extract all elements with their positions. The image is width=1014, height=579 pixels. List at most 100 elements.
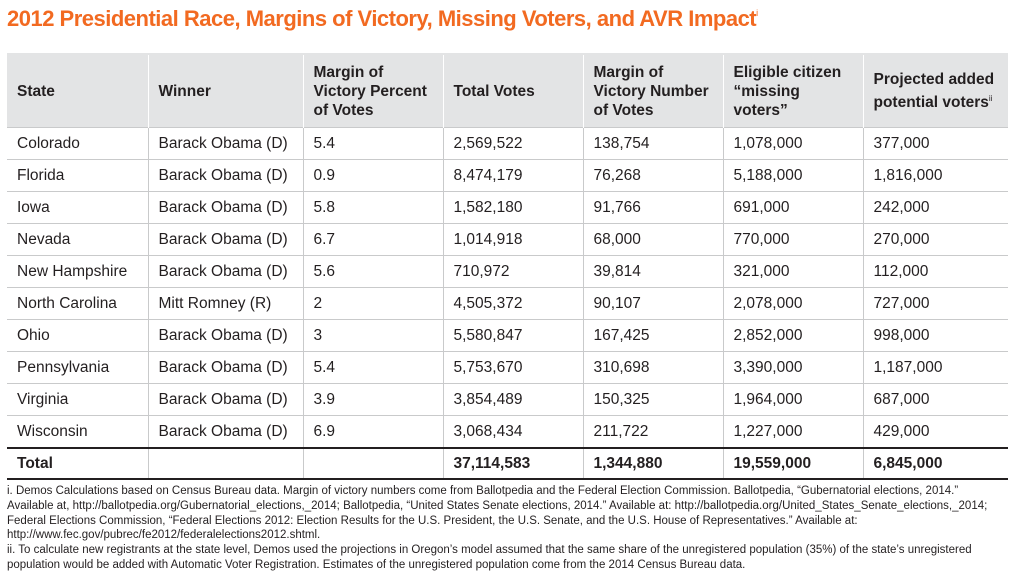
cell-missing-voters: 691,000 [722,191,863,224]
footnotes: i. Demos Calculations based on Census Bu… [7,484,1007,573]
cell-margin-percent: 3.9 [302,383,443,416]
table-row: Pennsylvania Barack Obama (D) 5.4 5,753,670… [7,351,1008,384]
cell-total-votes: 1,014,918 [442,223,583,256]
column-header-projected-voters: Projected added potential votersii [862,53,1008,128]
column-header-margin-number: Margin of Victory Number of Votes [582,53,723,128]
cell-winner: Mitt Romney (R) [147,287,303,320]
cell-total-votes: 5,753,670 [442,351,583,384]
header-row: State Winner Margin of Victory Percent of … [7,53,1008,128]
table-row: Nevada Barack Obama (D) 6.7 1,014,918 68,000… [7,223,1008,256]
column-header-label: State [17,82,55,100]
cell-state: Iowa [7,191,148,224]
column-header-total-votes: Total Votes [442,53,583,128]
column-header-label: Projected added potential voters [873,70,995,112]
cell-margin-number: 90,107 [582,287,723,320]
cell-margin-percent: 6.7 [302,223,443,256]
cell-margin-percent: 0.9 [302,159,443,192]
cell-state: Pennsylvania [7,351,148,384]
column-header-label: Winner [158,82,211,100]
cell-total-votes: 710,972 [442,255,583,288]
cell-winner: Barack Obama (D) [147,351,303,384]
cell-margin-number: 68,000 [582,223,723,256]
cell-projected-voters: 727,000 [862,287,1008,320]
total-row: Total 37,114,583 1,344,880 19,559,000 6,845,… [7,447,1008,480]
cell-projected-voters: 1,187,000 [862,351,1008,384]
cell-state: Wisconsin [7,415,148,449]
cell-projected-voters: 112,000 [862,255,1008,288]
cell-winner: Barack Obama (D) [147,319,303,352]
column-header-missing-voters: Eligible citizen “missing voters” [722,53,863,128]
cell-state: Nevada [7,223,148,256]
cell-margin-percent: 5.4 [302,351,443,384]
total-cell-missing-voters: 19,559,000 [722,447,863,480]
cell-margin-percent: 2 [302,287,443,320]
column-header-label: Margin of Victory Number of Votes [593,63,709,119]
cell-state: New Hampshire [7,255,148,288]
cell-total-votes: 4,505,372 [442,287,583,320]
cell-missing-voters: 3,390,000 [722,351,863,384]
table-row: New Hampshire Barack Obama (D) 5.6 710,972 3… [7,255,1008,288]
cell-total-votes: 1,582,180 [442,191,583,224]
cell-state: Florida [7,159,148,192]
cell-projected-voters: 429,000 [862,415,1008,449]
table-row: Florida Barack Obama (D) 0.9 8,474,179 76,26… [7,159,1008,192]
cell-margin-number: 167,425 [582,319,723,352]
table-row: Wisconsin Barack Obama (D) 6.9 3,068,434 211… [7,415,1008,449]
cell-winner: Barack Obama (D) [147,159,303,192]
cell-state: Ohio [7,319,148,352]
total-cell-total-votes: 37,114,583 [442,447,583,480]
cell-margin-percent: 5.6 [302,255,443,288]
cell-margin-number: 150,325 [582,383,723,416]
title-footnote-marker: i [756,8,758,18]
cell-missing-voters: 1,227,000 [722,415,863,449]
cell-missing-voters: 1,078,000 [722,127,863,160]
total-cell-projected-voters: 6,845,000 [862,447,1008,480]
footnote-marker: ii [988,93,993,103]
cell-winner: Barack Obama (D) [147,383,303,416]
results-table: State Winner Margin of Victory Percent of … [7,53,1008,480]
cell-margin-number: 211,722 [582,415,723,449]
cell-missing-voters: 770,000 [722,223,863,256]
cell-missing-voters: 1,964,000 [722,383,863,416]
cell-total-votes: 3,068,434 [442,415,583,449]
cell-projected-voters: 270,000 [862,223,1008,256]
footnote-ii: ii. To calculate new registrants at the … [7,544,972,571]
cell-winner: Barack Obama (D) [147,127,303,160]
total-cell-margin-number: 1,344,880 [582,447,723,480]
cell-margin-number: 39,814 [582,255,723,288]
table-row: Virginia Barack Obama (D) 3.9 3,854,489 150,… [7,383,1008,416]
cell-margin-percent: 6.9 [302,415,443,449]
cell-total-votes: 8,474,179 [442,159,583,192]
cell-projected-voters: 242,000 [862,191,1008,224]
footnote-i: i. Demos Calculations based on Census Bu… [7,485,988,542]
column-header-winner: Winner [147,53,303,128]
cell-margin-number: 310,698 [582,351,723,384]
cell-projected-voters: 1,816,000 [862,159,1008,192]
column-header-label: Total Votes [453,82,535,100]
cell-projected-voters: 377,000 [862,127,1008,160]
cell-winner: Barack Obama (D) [147,191,303,224]
table-row: Colorado Barack Obama (D) 5.4 2,569,522 138,… [7,127,1008,160]
cell-missing-voters: 5,188,000 [722,159,863,192]
table-row: Iowa Barack Obama (D) 5.8 1,582,180 91,766 69… [7,191,1008,224]
cell-winner: Barack Obama (D) [147,415,303,449]
total-cell-winner [147,447,303,480]
cell-margin-percent: 5.4 [302,127,443,160]
column-header-label: Eligible citizen “missing voters” [733,63,842,119]
column-header-label: Margin of Victory Percent of Votes [313,63,427,119]
cell-projected-voters: 998,000 [862,319,1008,352]
cell-state: Virginia [7,383,148,416]
cell-winner: Barack Obama (D) [147,223,303,256]
cell-margin-percent: 5.8 [302,191,443,224]
cell-missing-voters: 2,852,000 [722,319,863,352]
cell-margin-number: 91,766 [582,191,723,224]
cell-margin-number: 138,754 [582,127,723,160]
table-row: North Carolina Mitt Romney (R) 2 4,505,372 9… [7,287,1008,320]
cell-state: North Carolina [7,287,148,320]
cell-margin-number: 76,268 [582,159,723,192]
cell-missing-voters: 321,000 [722,255,863,288]
page-title: 2012 Presidential Race, Margins of Victo… [7,6,758,31]
total-cell-margin-percent [302,447,443,480]
cell-missing-voters: 2,078,000 [722,287,863,320]
column-header-margin-percent: Margin of Victory Percent of Votes [302,53,443,128]
